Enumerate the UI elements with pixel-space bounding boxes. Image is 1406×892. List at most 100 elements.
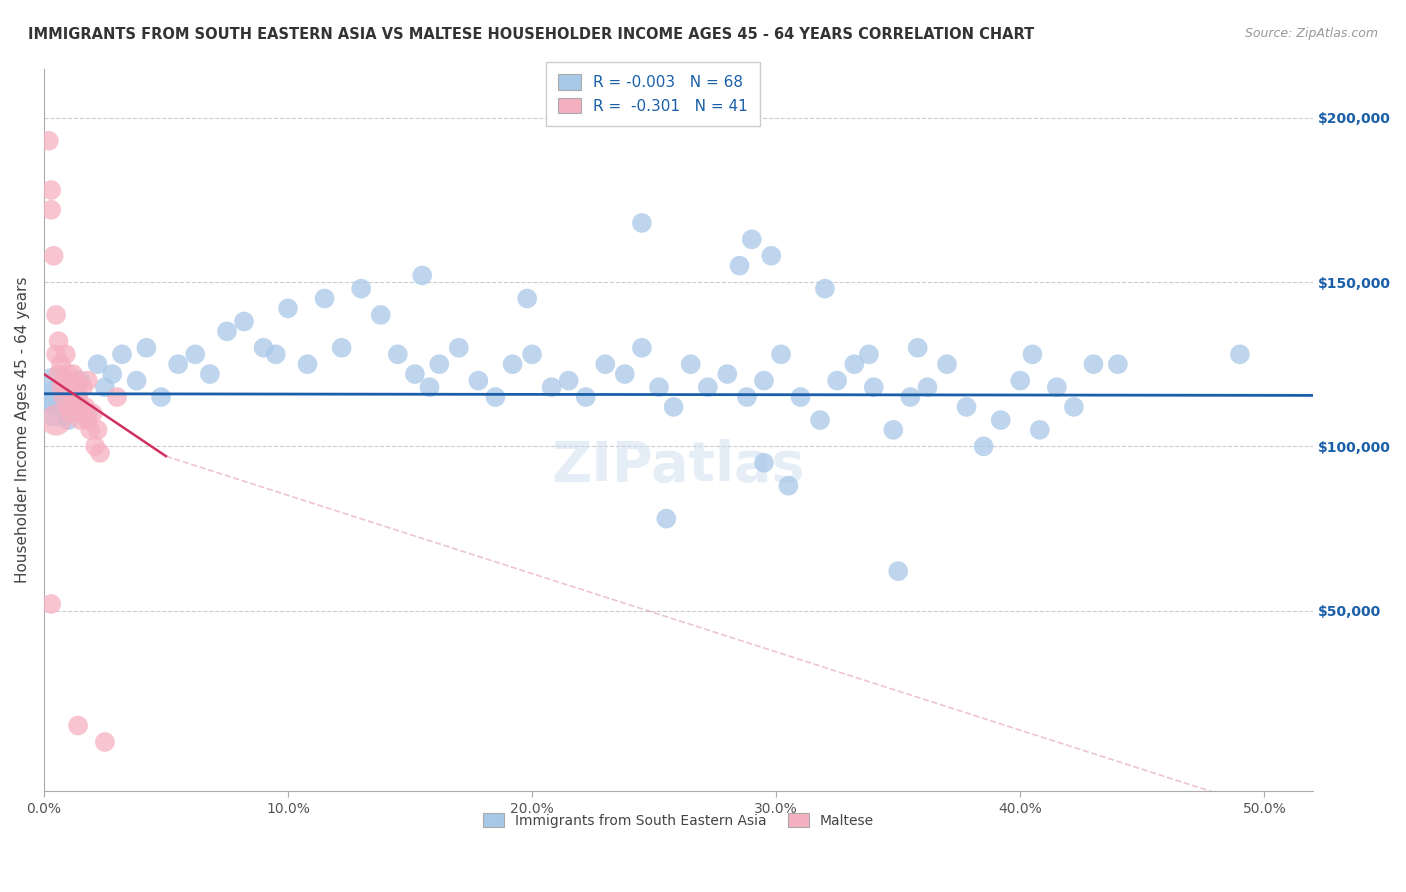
Point — [62, 367, 84, 381]
Point — [69, 413, 91, 427]
Point — [858, 347, 880, 361]
Point — [38, 134, 60, 148]
Point — [58, 400, 80, 414]
Point — [84, 439, 107, 453]
Point — [150, 390, 173, 404]
Point — [65, 374, 87, 388]
Legend: Immigrants from South Eastern Asia, Maltese: Immigrants from South Eastern Asia, Malt… — [477, 806, 880, 835]
Point — [844, 357, 866, 371]
Point — [252, 341, 274, 355]
Point — [808, 413, 831, 427]
Point — [72, 407, 94, 421]
Point — [59, 407, 82, 421]
Point — [135, 341, 157, 355]
Point — [52, 374, 75, 388]
Point — [65, 400, 87, 414]
Point — [655, 511, 678, 525]
Point — [67, 380, 90, 394]
Point — [59, 380, 82, 394]
Point — [76, 407, 98, 421]
Point — [882, 423, 904, 437]
Point — [973, 439, 995, 453]
Point — [62, 390, 84, 404]
Point — [350, 282, 373, 296]
Point — [45, 413, 67, 427]
Point — [55, 347, 77, 361]
Point — [39, 202, 62, 217]
Point — [55, 380, 77, 394]
Point — [1063, 400, 1085, 414]
Point — [45, 390, 67, 404]
Point — [825, 374, 848, 388]
Point — [789, 390, 811, 404]
Point — [330, 341, 353, 355]
Point — [39, 597, 62, 611]
Point — [314, 292, 336, 306]
Point — [233, 314, 256, 328]
Point — [94, 735, 117, 749]
Point — [42, 249, 65, 263]
Point — [752, 374, 775, 388]
Point — [419, 380, 441, 394]
Point — [1229, 347, 1251, 361]
Text: Source: ZipAtlas.com: Source: ZipAtlas.com — [1244, 27, 1378, 40]
Point — [735, 390, 758, 404]
Point — [297, 357, 319, 371]
Point — [662, 400, 685, 414]
Point — [387, 347, 409, 361]
Point — [778, 479, 800, 493]
Text: IMMIGRANTS FROM SOUTH EASTERN ASIA VS MALTESE HOUSEHOLDER INCOME AGES 45 - 64 YE: IMMIGRANTS FROM SOUTH EASTERN ASIA VS MA… — [28, 27, 1035, 42]
Point — [1021, 347, 1043, 361]
Point — [45, 347, 67, 361]
Point — [467, 374, 489, 388]
Point — [86, 357, 108, 371]
Point — [277, 301, 299, 316]
Point — [76, 413, 98, 427]
Point — [752, 456, 775, 470]
Point — [955, 400, 977, 414]
Point — [696, 380, 718, 394]
Point — [58, 367, 80, 381]
Point — [39, 183, 62, 197]
Point — [48, 334, 70, 349]
Point — [264, 347, 287, 361]
Point — [75, 400, 97, 414]
Point — [900, 390, 922, 404]
Point — [1107, 357, 1129, 371]
Point — [404, 367, 426, 381]
Point — [62, 380, 84, 394]
Point — [631, 216, 654, 230]
Point — [82, 407, 104, 421]
Point — [1029, 423, 1052, 437]
Point — [741, 232, 763, 246]
Point — [769, 347, 792, 361]
Point — [105, 390, 128, 404]
Point — [49, 380, 72, 394]
Point — [198, 367, 221, 381]
Point — [52, 400, 75, 414]
Point — [69, 374, 91, 388]
Point — [936, 357, 959, 371]
Point — [484, 390, 506, 404]
Point — [728, 259, 751, 273]
Point — [679, 357, 702, 371]
Point — [76, 374, 98, 388]
Point — [907, 341, 929, 355]
Point — [613, 367, 636, 381]
Point — [58, 413, 80, 427]
Point — [502, 357, 524, 371]
Y-axis label: Householder Income Ages 45 - 64 years: Householder Income Ages 45 - 64 years — [15, 277, 30, 583]
Point — [648, 380, 671, 394]
Point — [575, 390, 598, 404]
Point — [917, 380, 939, 394]
Point — [125, 374, 148, 388]
Point — [67, 390, 90, 404]
Point — [101, 367, 124, 381]
Point — [48, 367, 70, 381]
Point — [411, 268, 433, 283]
Point — [1046, 380, 1069, 394]
Text: ZIPatlas: ZIPatlas — [551, 439, 806, 493]
Point — [716, 367, 738, 381]
Point — [52, 390, 75, 404]
Point — [427, 357, 450, 371]
